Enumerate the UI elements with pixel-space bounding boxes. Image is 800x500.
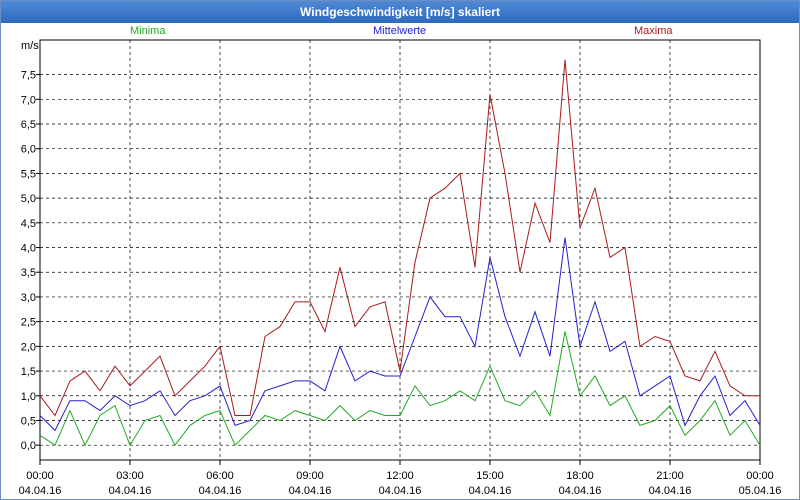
series-line-mittelwerte — [39, 237, 761, 432]
y-tick-label: 1,0 — [21, 391, 36, 403]
x-tick-date: 04.04.16 — [379, 485, 422, 497]
y-tick-label: 7,0 — [21, 94, 36, 106]
y-tick-label: 0,5 — [21, 415, 36, 427]
x-tick-date: 04.04.16 — [199, 485, 242, 497]
legend-mittelwerte: Mittelwerte — [373, 25, 427, 37]
x-tick-time: 00:00 — [746, 470, 774, 482]
y-tick-label: 1,5 — [21, 366, 36, 378]
y-tick-label: 5,0 — [21, 193, 36, 205]
y-tick-label: 3,0 — [21, 292, 36, 304]
x-tick-date: 04.04.16 — [289, 485, 332, 497]
window-title: Windgeschwindigkeit [m/s] skaliert — [1, 1, 799, 23]
x-tick-date: 04.04.16 — [649, 485, 692, 497]
x-tick-time: 15:00 — [476, 470, 504, 482]
x-tick-date: 04.04.16 — [19, 485, 62, 497]
y-tick-label: 2,0 — [21, 341, 36, 353]
x-tick-time: 06:00 — [206, 470, 234, 482]
y-tick-label: 6,5 — [21, 119, 36, 131]
y-tick-label: 2,5 — [21, 317, 36, 329]
y-tick-label: 4,0 — [21, 243, 36, 255]
x-tick-time: 21:00 — [656, 470, 684, 482]
x-tick-date: 04.04.16 — [109, 485, 152, 497]
x-tick-date: 04.04.16 — [469, 485, 512, 497]
x-tick-time: 18:00 — [566, 470, 594, 482]
y-tick-label: 5,5 — [21, 168, 36, 180]
y-tick-label: 6,0 — [21, 144, 36, 156]
legend-maxima: Maxima — [634, 25, 673, 37]
y-tick-label: 3,5 — [21, 267, 36, 279]
series-line-maxima — [39, 59, 760, 417]
y-tick-label: 0,0 — [21, 440, 36, 452]
y-tick-label: 7,5 — [21, 70, 36, 82]
x-tick-time: 12:00 — [386, 470, 414, 482]
y-axis-unit: m/s — [21, 40, 39, 52]
y-tick-label: 4,5 — [21, 218, 36, 230]
x-tick-time: 00:00 — [26, 470, 54, 482]
x-tick-date: 04.04.16 — [559, 485, 602, 497]
x-tick-date: 05.04.16 — [739, 485, 782, 497]
x-tick-time: 09:00 — [296, 470, 324, 482]
series-line-minima — [39, 331, 761, 447]
legend-minima: Minima — [130, 25, 166, 37]
x-tick-time: 03:00 — [116, 470, 144, 482]
